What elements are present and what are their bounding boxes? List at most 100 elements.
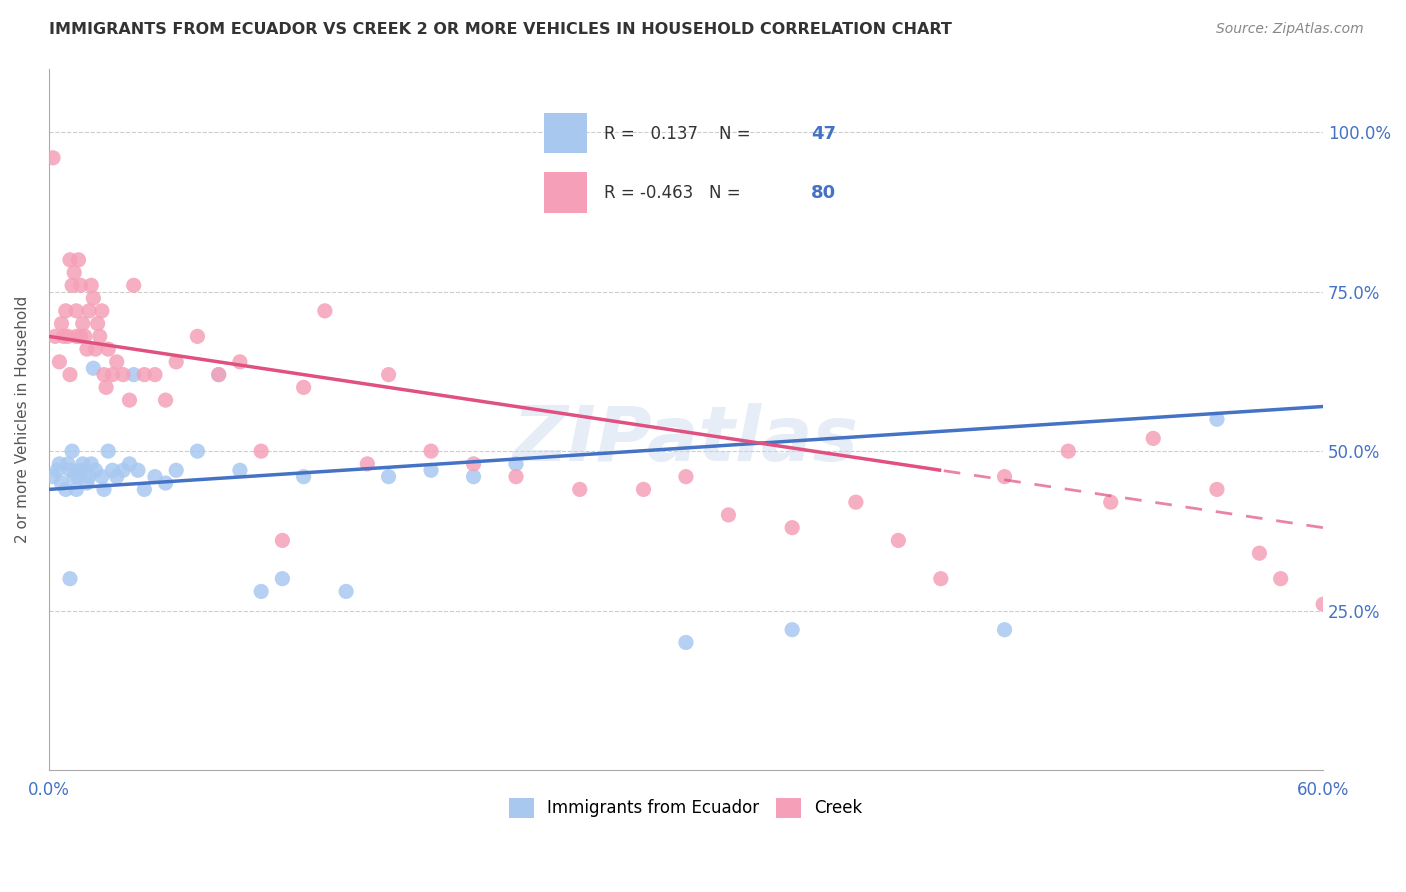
Point (165, 463, 187, 477)
Point (271, 533, 294, 548)
Point (55, 303, 77, 318)
Point (143, 368, 166, 382)
Point (60, 278, 83, 293)
Point (105, 469, 128, 483)
Point (59, 463, 82, 477)
Point (377, 368, 399, 382)
Point (59, 572, 82, 586)
Point (55, 483, 77, 497)
Point (780, 623, 803, 637)
Point (1206, 412, 1229, 426)
Text: IMMIGRANTS FROM ECUADOR VS CREEK 2 OR MORE VEHICLES IN HOUSEHOLD CORRELATION CHA: IMMIGRANTS FROM ECUADOR VS CREEK 2 OR MO… (49, 22, 952, 37)
Point (86, 317, 108, 331)
Point (65, 303, 87, 318)
Point (134, 368, 156, 382)
Point (82, 291, 104, 305)
Point (65, 483, 87, 497)
Point (377, 469, 399, 483)
Point (993, 469, 1015, 483)
Point (127, 463, 149, 477)
Point (105, 355, 128, 369)
Point (51, 317, 73, 331)
Point (72, 317, 94, 331)
Point (314, 303, 336, 318)
Point (48, 355, 70, 369)
Point (165, 355, 187, 369)
Point (80, 278, 103, 293)
Point (292, 380, 315, 394)
Point (93, 483, 115, 497)
Point (97, 444, 120, 458)
Point (76, 476, 98, 491)
Point (420, 444, 443, 458)
Point (186, 444, 208, 458)
Text: ZIPatlas: ZIPatlas (513, 403, 859, 477)
Point (69, 278, 91, 293)
Point (82, 361, 104, 376)
Point (993, 623, 1015, 637)
Text: Source: ZipAtlas.com: Source: ZipAtlas.com (1216, 22, 1364, 37)
Point (229, 355, 252, 369)
Point (208, 368, 231, 382)
Point (717, 508, 740, 522)
Point (1249, 546, 1271, 560)
Point (80, 457, 103, 471)
Point (505, 469, 527, 483)
Point (84, 342, 107, 356)
Point (250, 584, 273, 599)
Point (1270, 572, 1292, 586)
Point (675, 469, 697, 483)
Point (84, 463, 107, 477)
Point (155, 476, 177, 491)
Point (90, 303, 112, 318)
Point (845, 495, 868, 509)
Point (65, 329, 87, 343)
Point (112, 368, 135, 382)
Point (51, 476, 73, 491)
Point (186, 329, 208, 343)
Point (69, 329, 91, 343)
Point (63, 469, 86, 483)
Point (60, 444, 83, 458)
Point (633, 483, 655, 497)
Point (76, 342, 98, 356)
Point (42, 151, 65, 165)
Point (122, 278, 145, 293)
Point (94, 380, 117, 394)
Point (59, 368, 82, 382)
Point (46, 463, 69, 477)
Point (67, 252, 90, 267)
Point (52, 329, 75, 343)
Point (122, 368, 145, 382)
Point (112, 463, 135, 477)
Point (143, 469, 166, 483)
Point (67, 469, 90, 483)
Point (93, 368, 115, 382)
Point (118, 393, 141, 408)
Point (77, 303, 100, 318)
Point (97, 342, 120, 356)
Point (271, 572, 294, 586)
Point (48, 457, 70, 471)
Point (292, 469, 315, 483)
Point (73, 329, 96, 343)
Point (89, 329, 111, 343)
Point (134, 483, 156, 497)
Point (1142, 431, 1164, 445)
Point (72, 457, 94, 471)
Point (568, 483, 591, 497)
Point (63, 266, 86, 280)
Point (1312, 597, 1334, 611)
Point (1206, 483, 1229, 497)
Point (887, 533, 910, 548)
Point (229, 463, 252, 477)
Point (1354, 533, 1376, 548)
Y-axis label: 2 or more Vehicles in Household: 2 or more Vehicles in Household (15, 295, 30, 543)
Point (420, 463, 443, 477)
Point (463, 469, 485, 483)
Point (56, 457, 79, 471)
Point (250, 444, 273, 458)
Point (356, 457, 378, 471)
Point (780, 521, 803, 535)
Point (1057, 444, 1080, 458)
